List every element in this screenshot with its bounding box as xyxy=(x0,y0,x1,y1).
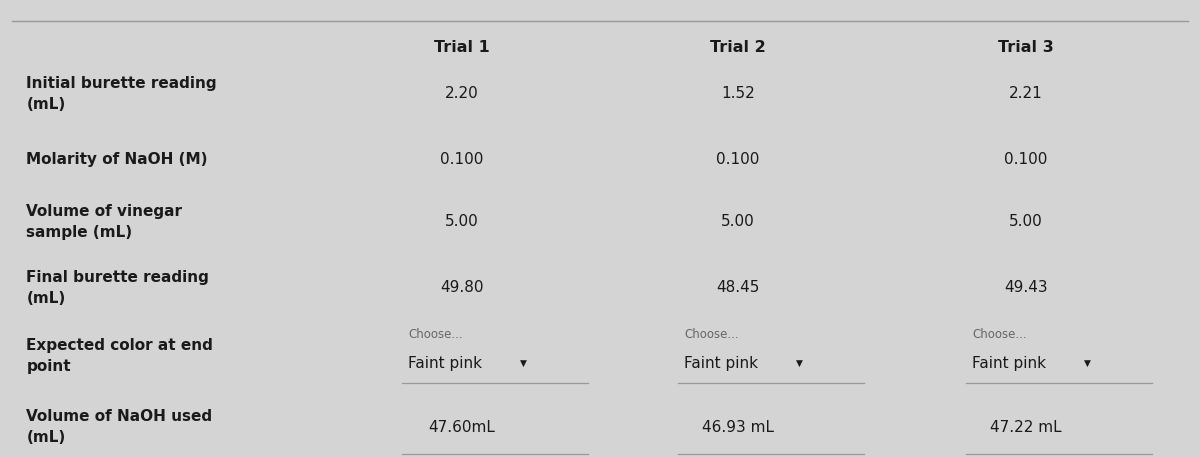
Text: Expected color at end
point: Expected color at end point xyxy=(26,339,214,374)
Text: 5.00: 5.00 xyxy=(1009,214,1043,229)
Text: Molarity of NaOH (M): Molarity of NaOH (M) xyxy=(26,153,208,167)
Text: Volume of vinegar
sample (mL): Volume of vinegar sample (mL) xyxy=(26,204,182,239)
Text: Volume of NaOH used
(mL): Volume of NaOH used (mL) xyxy=(26,409,212,445)
Text: Trial 2: Trial 2 xyxy=(710,41,766,55)
Text: 49.80: 49.80 xyxy=(440,281,484,295)
Text: Trial 1: Trial 1 xyxy=(434,41,490,55)
Text: 0.100: 0.100 xyxy=(440,153,484,167)
Text: Faint pink: Faint pink xyxy=(684,356,758,371)
Text: Faint pink: Faint pink xyxy=(972,356,1046,371)
Text: ▼: ▼ xyxy=(796,359,803,368)
Text: 0.100: 0.100 xyxy=(716,153,760,167)
Text: 49.43: 49.43 xyxy=(1004,281,1048,295)
Text: ▼: ▼ xyxy=(520,359,527,368)
Text: 5.00: 5.00 xyxy=(721,214,755,229)
Text: 47.22 mL: 47.22 mL xyxy=(990,420,1062,435)
Text: 1.52: 1.52 xyxy=(721,86,755,101)
Text: Initial burette reading
(mL): Initial burette reading (mL) xyxy=(26,76,217,112)
Text: 47.60mL: 47.60mL xyxy=(428,420,496,435)
Text: Choose...: Choose... xyxy=(684,328,739,341)
Text: Faint pink: Faint pink xyxy=(408,356,482,371)
Text: 2.21: 2.21 xyxy=(1009,86,1043,101)
Text: 5.00: 5.00 xyxy=(445,214,479,229)
Text: ▼: ▼ xyxy=(1084,359,1091,368)
Text: 46.93 mL: 46.93 mL xyxy=(702,420,774,435)
Text: 2.20: 2.20 xyxy=(445,86,479,101)
Text: 0.100: 0.100 xyxy=(1004,153,1048,167)
Text: Final burette reading
(mL): Final burette reading (mL) xyxy=(26,270,209,306)
Text: Choose...: Choose... xyxy=(408,328,463,341)
Text: 48.45: 48.45 xyxy=(716,281,760,295)
Text: Choose...: Choose... xyxy=(972,328,1027,341)
Text: Trial 3: Trial 3 xyxy=(998,41,1054,55)
